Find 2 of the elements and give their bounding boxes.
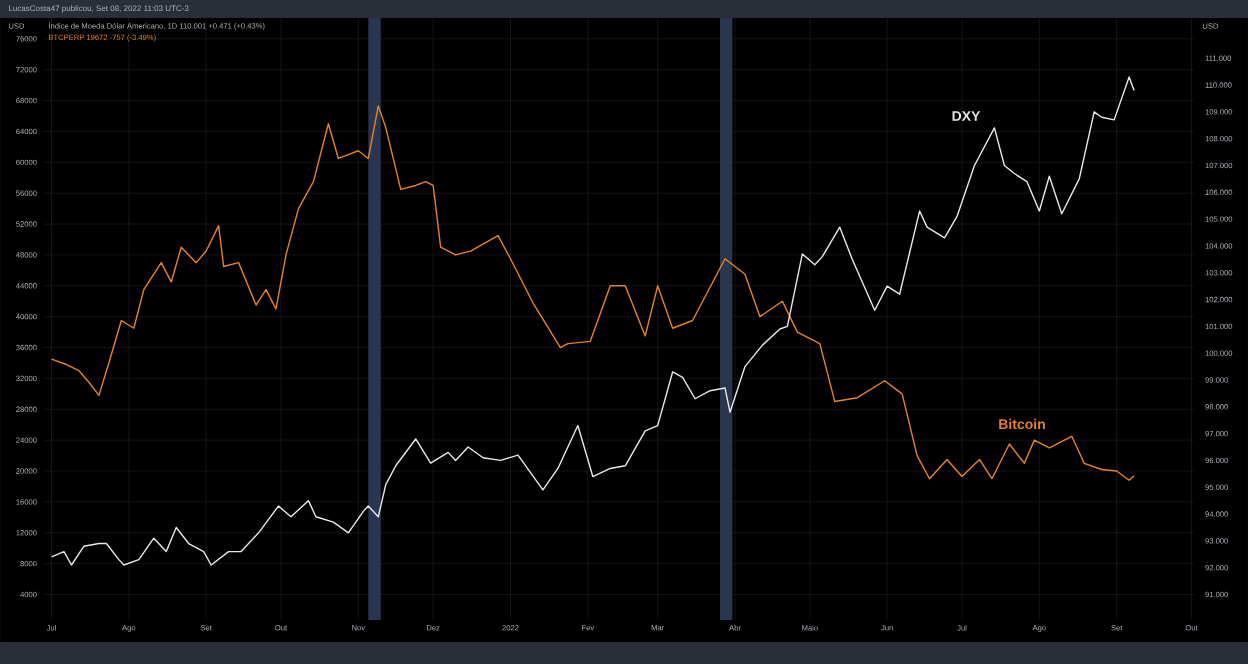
line-series [50,105,1135,481]
line-series [50,76,1135,566]
